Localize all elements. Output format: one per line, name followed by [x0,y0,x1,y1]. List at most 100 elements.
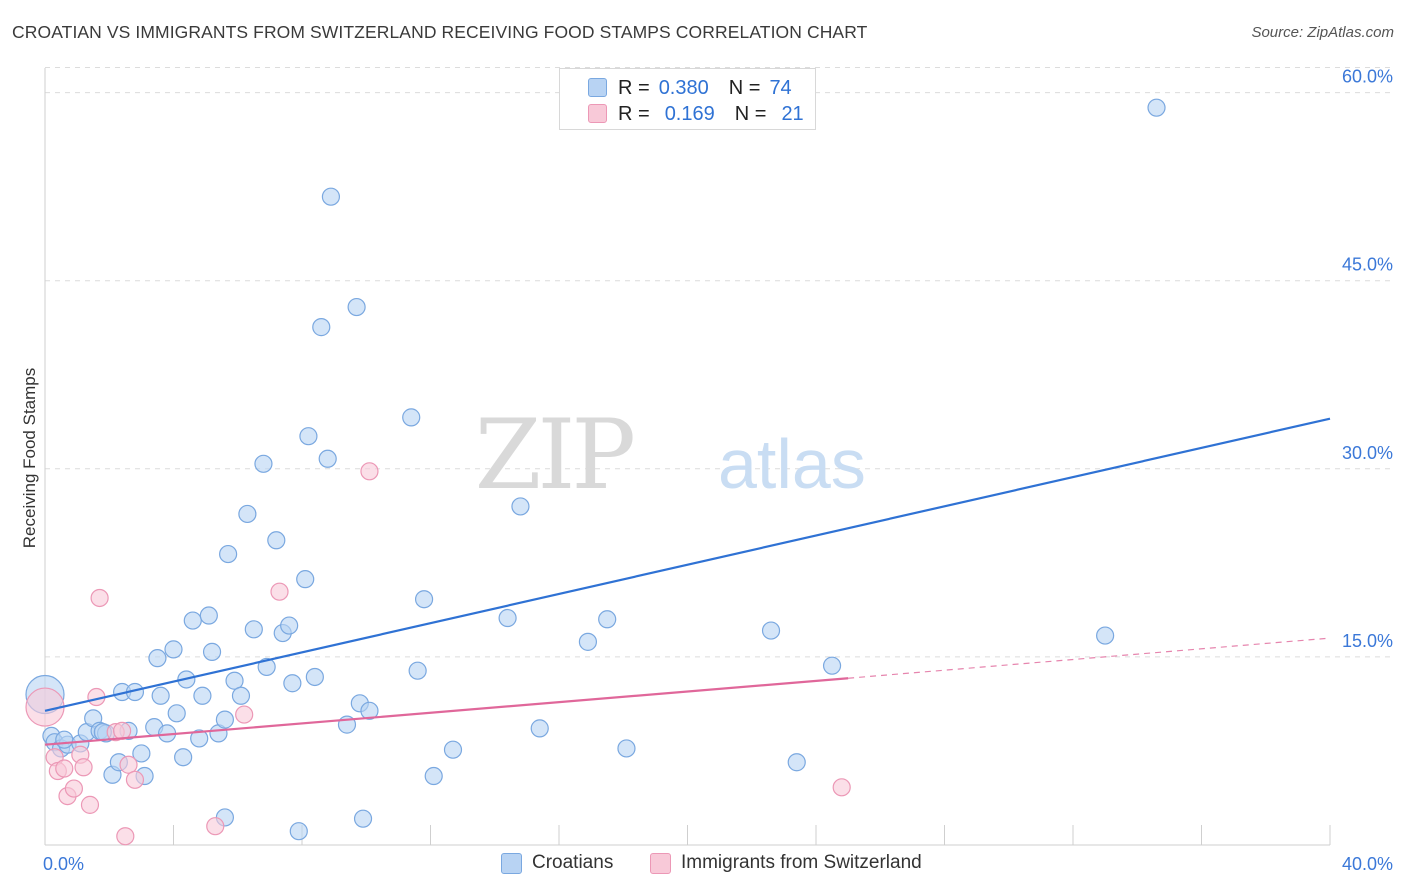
croatians-point [219,544,238,564]
croatians-point [151,686,170,705]
croatians-point [424,766,443,786]
croatians-point [299,427,318,446]
croatians-legend-swatch [501,852,522,874]
croatians-point [1096,626,1115,645]
croatians-point [321,187,341,206]
croatians-point [1147,98,1166,117]
legend-r-value: 0.380 [658,76,709,99]
croatians-point [238,504,257,524]
swiss-point [125,770,145,789]
croatians-point [598,610,617,629]
croatians-point [202,642,222,661]
legend-n-label: N = [728,76,761,99]
legend-row-swiss: R = 0.169 N = 21 [618,102,804,126]
croatians-legend-label: Croatians [532,852,614,873]
swiss-points [25,462,851,846]
correlation-legend: R = 0.380 N = 74 R = 0.169 N = 21 [559,68,816,130]
watermark-atlas: atlas [718,425,866,503]
croatians-swatch [588,78,607,97]
y-tick-label: 45.0% [1342,255,1393,275]
swiss-swatch [588,104,607,123]
croatians-point [347,297,366,317]
croatians-point [822,656,842,675]
y-tick-label: 60.0% [1342,67,1393,87]
swiss-point [270,582,289,601]
croatians-point [498,608,517,628]
trend-lines [44,417,1331,746]
croatians-point [257,657,276,677]
legend-n-label: N = [734,102,767,125]
legend-n-value: 21 [781,102,804,125]
swiss-point [832,778,851,797]
croatians-point [132,744,151,763]
croatians-point [225,671,244,690]
watermark-zip: ZIP [475,399,634,511]
swiss-point [119,755,138,774]
swiss-point [235,705,254,724]
watermark: ZIP atlas [475,399,866,511]
croatians-point [267,531,286,550]
croatians-point [164,640,183,659]
croatians-point [511,497,530,516]
croatians-point [617,739,636,758]
croatians-point [578,632,598,651]
swiss-point [74,758,93,777]
swiss-trend-line [44,677,849,746]
swiss-legend-label: Immigrants from Switzerland [681,852,922,873]
legend-r-label: R = [618,102,650,125]
source-label: Source: ZipAtlas.com [1251,24,1394,41]
y-tick-label: 30.0% [1342,443,1393,463]
croatians-point [193,686,212,705]
croatians-point [167,704,186,723]
swiss-trend-extension [848,637,1331,679]
tick-labels: 15.0% 30.0% 45.0% 60.0% 0.0% 40.0% [43,67,1393,874]
croatians-point [312,318,331,337]
swiss-legend-swatch [650,852,671,874]
legend-r-label: R = [618,76,650,99]
swiss-point [80,795,100,814]
croatians-point [190,729,209,748]
swiss-point [360,462,379,481]
croatians-point [318,449,337,468]
croatians-point [280,616,299,635]
croatians-point [761,621,781,640]
croatians-point [296,570,315,589]
croatians-point [174,748,193,767]
y-axis-title: Receiving Food Stamps [20,367,39,549]
chart-title: CROATIAN VS IMMIGRANTS FROM SWITZERLAND … [12,22,868,42]
croatians-point [199,606,218,625]
croatians-point [305,667,324,687]
croatians-point [787,753,806,772]
x-tick-label: 40.0% [1342,854,1393,874]
y-tick-label: 15.0% [1342,631,1393,651]
legend-r-value: 0.169 [664,102,715,125]
croatians-point [254,454,273,473]
croatians-point [231,686,251,705]
swiss-point [90,588,109,608]
croatians-point [244,620,263,639]
croatians-point [402,408,421,427]
grid [45,67,1395,658]
croatians-point [148,649,167,668]
swiss-point [116,827,135,846]
croatians-point [530,719,549,738]
croatians-point [360,701,379,720]
legend-row-croatians: R = 0.380 N = 74 [618,76,792,100]
croatians-point [283,674,302,693]
croatians-point [289,822,308,841]
croatians-point [55,730,74,749]
croatians-point [353,809,373,828]
croatians-trend-line [44,417,1331,712]
legend-n-value: 74 [769,76,792,99]
bottom-legend-croatians: Croatians [501,852,613,874]
swiss-point [64,779,84,798]
x-tick-label: 0.0% [43,854,84,874]
croatians-point [183,611,202,630]
swiss-point [206,817,225,836]
croatians-point [215,710,234,729]
bottom-legend-swiss: Immigrants from Switzerland [650,852,922,874]
croatians-point [408,661,427,680]
croatians-point [414,590,434,609]
swiss-point [55,759,74,778]
